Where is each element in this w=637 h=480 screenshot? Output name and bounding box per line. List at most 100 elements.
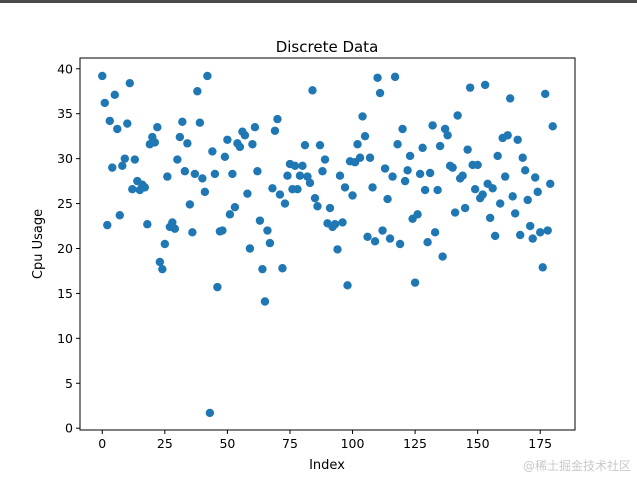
y-tick-label: 30: [57, 151, 73, 166]
data-point: [268, 184, 277, 193]
data-point: [310, 193, 320, 203]
data-point: [210, 169, 220, 179]
y-tick-label: 10: [57, 331, 73, 346]
data-point: [225, 210, 235, 219]
x-axis-ticks: 0 25 50 75 100 125 150 175: [98, 430, 552, 451]
data-point: [220, 152, 230, 162]
data-point: [370, 237, 380, 246]
data-point: [365, 153, 375, 162]
data-point: [205, 408, 215, 418]
data-point: [105, 116, 114, 126]
data-point: [410, 278, 420, 287]
data-point: [335, 171, 345, 180]
data-point: [438, 252, 447, 261]
data-point: [415, 169, 425, 179]
data-point: [383, 194, 392, 204]
data-point: [260, 297, 270, 306]
y-tick-label: 25: [57, 196, 73, 211]
data-point: [398, 124, 407, 134]
data-point: [253, 167, 262, 176]
data-point: [413, 210, 422, 219]
data-point: [273, 114, 282, 124]
data-point: [378, 226, 387, 235]
data-point: [390, 72, 400, 82]
data-point: [113, 124, 122, 134]
data-point: [480, 80, 490, 90]
data-point: [363, 232, 372, 242]
data-point: [313, 202, 322, 211]
data-point: [115, 211, 124, 220]
data-point: [435, 141, 445, 151]
y-tick-label: 15: [57, 286, 73, 301]
watermark-text: @稀土掘金技术社区: [522, 459, 631, 473]
data-point: [485, 213, 495, 223]
data-point: [338, 218, 347, 227]
data-point: [536, 228, 545, 237]
data-point: [538, 263, 547, 272]
data-point: [478, 190, 487, 199]
data-point: [448, 163, 457, 172]
data-point: [163, 172, 172, 181]
data-point: [420, 185, 430, 195]
data-point: [235, 142, 245, 152]
data-point: [303, 172, 312, 181]
x-tick-label: 25: [157, 436, 173, 451]
data-point: [308, 86, 317, 95]
data-point: [395, 239, 405, 249]
data-point: [155, 257, 165, 267]
data-point: [450, 208, 460, 217]
data-point: [143, 220, 152, 229]
x-tick-label: 125: [403, 436, 427, 451]
data-point: [250, 122, 260, 132]
data-point: [193, 87, 202, 96]
data-point: [295, 171, 305, 180]
data-point: [400, 176, 410, 186]
x-tick-label: 0: [98, 436, 106, 451]
data-point: [118, 161, 127, 171]
y-tick-label: 20: [57, 241, 73, 256]
data-point: [428, 121, 437, 130]
x-tick-label: 100: [341, 436, 365, 451]
data-point: [508, 192, 517, 201]
data-point: [503, 131, 512, 140]
data-point: [453, 111, 462, 120]
data-point: [223, 135, 232, 144]
data-point: [168, 218, 177, 227]
data-point: [178, 117, 187, 127]
data-point: [513, 135, 522, 144]
data-point: [305, 178, 315, 188]
data-point: [140, 183, 150, 192]
data-point: [245, 244, 255, 253]
data-point: [108, 163, 117, 172]
data-point: [515, 230, 525, 240]
data-point: [190, 169, 200, 179]
data-point: [340, 183, 350, 192]
data-point: [208, 147, 217, 156]
data-point: [488, 184, 497, 193]
data-point: [283, 171, 292, 180]
data-point: [100, 98, 109, 108]
data-point: [393, 140, 402, 149]
data-point: [531, 173, 540, 182]
data-point: [320, 155, 330, 164]
data-point: [348, 191, 357, 200]
data-point: [170, 224, 180, 233]
data-point: [278, 264, 287, 273]
data-point: [98, 71, 107, 81]
y-tick-label: 35: [57, 106, 73, 121]
data-point: [388, 172, 397, 181]
data-point: [355, 153, 365, 162]
data-point: [368, 183, 377, 192]
data-point: [318, 167, 327, 176]
data-point: [175, 132, 185, 142]
data-point: [330, 220, 340, 229]
data-point: [418, 143, 427, 153]
data-point: [375, 88, 385, 98]
data-point: [200, 187, 210, 197]
data-point: [373, 73, 382, 82]
data-point: [526, 221, 535, 231]
plot-frame: [79, 57, 576, 431]
data-point: [518, 153, 527, 162]
data-point: [195, 118, 205, 127]
